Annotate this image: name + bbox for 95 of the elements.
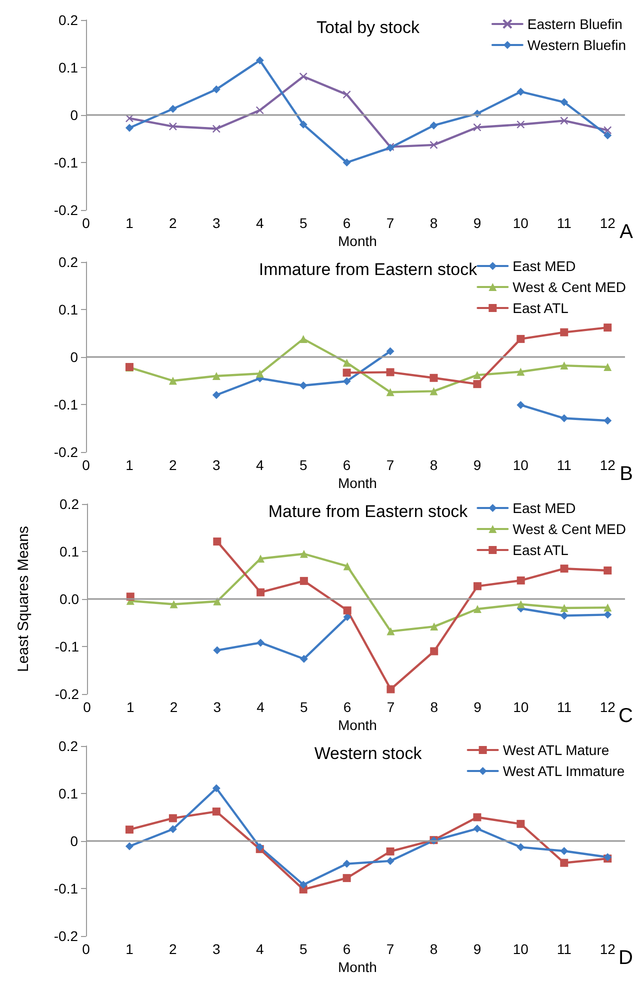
x-tick-label: 12 [600, 699, 616, 715]
legend-label: West & Cent MED [512, 279, 626, 295]
text: D [618, 947, 634, 969]
text: C [618, 705, 634, 727]
x-tick-label: 10 [512, 941, 529, 957]
y-tick-label: 0 [70, 833, 78, 849]
legend-label: West & Cent MED [512, 521, 626, 537]
y-tick-label: 0.1 [60, 544, 80, 560]
x-tick-label: 2 [169, 457, 178, 473]
x-tick-label: 2 [169, 215, 178, 231]
x-tick-label: 11 [556, 457, 572, 473]
x-tick-label: 7 [386, 215, 394, 231]
x-tick-label: 0 [82, 457, 90, 473]
x-tick-label: 4 [256, 941, 264, 957]
y-tick-label: 0 [70, 107, 78, 123]
x-tick-label: 1 [126, 457, 134, 473]
x-tick-label: 1 [126, 941, 134, 957]
y-tick-label: 0.0 [60, 591, 80, 607]
x-tick-label: 3 [212, 215, 221, 231]
legend-label: West ATL Mature [502, 742, 610, 758]
x-axis-title: Month [338, 233, 377, 249]
x-tick-label: 6 [342, 941, 351, 957]
x-tick-label: 9 [473, 941, 482, 957]
legend-label: East MED [512, 258, 576, 274]
x-axis-title: Month [338, 475, 377, 491]
x-axis-title: Month [338, 717, 377, 733]
y-tick-label: -0.2 [54, 444, 78, 460]
y-tick-label: 0.2 [58, 254, 78, 270]
x-tick-label: 8 [430, 941, 438, 957]
x-tick-label: 3 [212, 457, 221, 473]
chart-title: Immature from Eastern stock [258, 260, 478, 279]
x-tick-label: 7 [386, 699, 395, 715]
text: B [620, 463, 634, 485]
x-tick-label: 7 [386, 457, 394, 473]
y-tick-label: -0.1 [54, 154, 78, 170]
legend-label: East ATL [512, 300, 569, 316]
x-tick-label: 10 [512, 457, 529, 473]
x-tick-label: 2 [169, 941, 178, 957]
x-tick-label: 2 [170, 699, 178, 715]
x-tick-label: 9 [473, 457, 482, 473]
x-tick-label: 8 [430, 699, 438, 715]
y-tick-label: 0 [70, 349, 78, 365]
y-tick-label: 0.2 [58, 12, 78, 28]
x-tick-label: 0 [82, 941, 90, 957]
x-tick-label: 8 [430, 215, 438, 231]
x-tick-label: 5 [299, 941, 308, 957]
y-tick-label: 0.1 [58, 60, 78, 76]
y-tick-label: -0.2 [54, 928, 78, 944]
x-tick-label: 11 [556, 215, 572, 231]
x-tick-label: 5 [300, 699, 308, 715]
x-tick-label: 12 [600, 457, 616, 473]
x-tick-label: 12 [600, 215, 616, 231]
y-tick-label: -0.2 [54, 202, 78, 218]
x-tick-label: 6 [342, 457, 351, 473]
y-tick-label: -0.1 [54, 638, 80, 654]
x-tick-label: 0 [82, 215, 90, 231]
y-tick-label: -0.2 [54, 686, 80, 702]
x-tick-label: 3 [213, 699, 222, 715]
chart-title: Total by stock [316, 18, 420, 37]
x-tick-label: 10 [512, 215, 529, 231]
y-axis-title: Least Squares Means [15, 526, 32, 672]
legend-label: East ATL [512, 542, 569, 558]
chart-title: Mature from Eastern stock [268, 502, 468, 521]
y-tick-label: 0.2 [58, 738, 78, 754]
text: A [620, 221, 634, 243]
y-tick-label: 0.1 [58, 786, 78, 802]
x-axis-title: Month [338, 959, 377, 975]
x-tick-label: 8 [430, 457, 438, 473]
legend-label: Eastern Bluefin [527, 16, 622, 32]
legend-label: West ATL Immature [502, 763, 625, 779]
x-tick-label: 11 [556, 941, 572, 957]
x-tick-label: 5 [299, 457, 308, 473]
x-tick-label: 9 [473, 215, 482, 231]
x-tick-label: 4 [256, 215, 264, 231]
x-tick-label: 7 [386, 941, 394, 957]
x-tick-label: 4 [256, 699, 265, 715]
x-tick-label: 1 [126, 699, 134, 715]
x-tick-label: 12 [600, 941, 616, 957]
x-tick-label: 4 [256, 457, 264, 473]
y-tick-label: -0.1 [54, 880, 78, 896]
legend-label: East MED [512, 500, 576, 516]
x-tick-label: 10 [513, 699, 529, 715]
y-tick-label: -0.1 [54, 396, 78, 412]
y-tick-label: 0.2 [60, 496, 80, 512]
x-tick-label: 6 [343, 699, 352, 715]
x-tick-label: 5 [299, 215, 308, 231]
x-tick-label: 11 [556, 699, 572, 715]
x-tick-label: 0 [83, 699, 92, 715]
y-tick-label: 0.1 [58, 302, 78, 318]
chart-title: Western stock [314, 744, 422, 763]
x-tick-label: 1 [126, 215, 134, 231]
x-tick-label: 6 [342, 215, 351, 231]
x-tick-label: 3 [212, 941, 221, 957]
x-tick-label: 9 [474, 699, 482, 715]
legend-label: Western Bluefin [527, 37, 626, 53]
